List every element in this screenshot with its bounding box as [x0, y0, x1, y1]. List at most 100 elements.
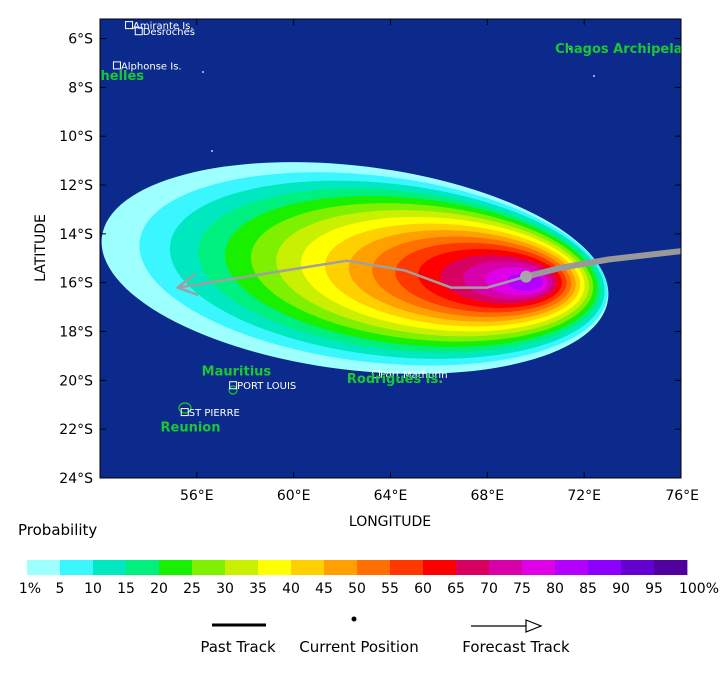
colorbar-swatch	[522, 560, 556, 575]
island-dot	[211, 150, 213, 152]
reunion-island-outline	[178, 402, 192, 414]
y-tick-label: 24°S	[59, 471, 93, 487]
island-marker	[371, 370, 380, 379]
colorbar-label: 90	[612, 581, 630, 597]
colorbar-swatch	[423, 560, 457, 575]
colorbar-label: 65	[447, 581, 465, 597]
island-marker	[180, 408, 189, 417]
colorbar-label: 30	[216, 581, 234, 597]
y-tick-label: 20°S	[59, 373, 93, 389]
colorbar-label: 85	[579, 581, 597, 597]
y-tick-label: 8°S	[68, 80, 93, 96]
current-position-label: Current Position	[299, 638, 419, 656]
region-label: Chagos Archipelago	[555, 42, 701, 57]
colorbar-swatch	[489, 560, 523, 575]
colorbar-label: 10	[84, 581, 102, 597]
colorbar-swatch	[291, 560, 325, 575]
colorbar-label: 5	[56, 581, 65, 597]
axis-ticks: 56°E 60°E 64°E 68°E 72°E 76°E 6°S 8°S 10°S 12°S 14…	[59, 19, 699, 504]
forecast-arrowhead	[176, 273, 199, 297]
island-label: Amirante Is.	[133, 21, 194, 32]
region-label: Reunion	[161, 421, 221, 436]
colorbar-swatch	[588, 560, 622, 575]
colorbar-label: 75	[513, 581, 531, 597]
colorbar-label: 15	[117, 581, 135, 597]
y-tick-label: 14°S	[59, 227, 93, 243]
island-label: Alphonse Is.	[121, 61, 182, 72]
colorbar-swatch	[27, 560, 61, 575]
y-tick-label: 10°S	[59, 129, 93, 145]
region-label: Seychelles	[66, 69, 144, 84]
island-marker	[125, 21, 134, 30]
probability-field	[101, 162, 609, 374]
colorbar-swatch	[93, 560, 127, 575]
mauritius-island-outline	[228, 385, 238, 395]
map-labels: Amirante Is.Desroches Alphonse Is. PORT LO…	[66, 21, 701, 436]
probability-colorbar: 1% 5 10 15 20 25 30 35 40 45 50 55 60 65 70 75 80 85 90 95 1…	[19, 560, 719, 597]
y-tick-label: 6°S	[68, 32, 93, 48]
island-markers	[160, 48, 595, 414]
colorbar-label: 100%	[679, 581, 719, 597]
island-label: Desroches	[143, 27, 195, 38]
legend-title: Probability	[18, 521, 97, 539]
colorbar-swatch	[324, 560, 358, 575]
island-label: Port Mathurin	[380, 370, 448, 381]
x-tick-label: 72°E	[567, 488, 601, 504]
colorbar-swatch	[390, 560, 424, 575]
current-position-marker	[520, 270, 533, 283]
colorbar-swatch	[126, 560, 160, 575]
current-position-swatch	[351, 616, 357, 622]
colorbar-label: 95	[645, 581, 663, 597]
colorbar-swatch	[357, 560, 391, 575]
y-tick-label: 18°S	[59, 325, 93, 341]
track-legend: Past Track Current Position Forecast Tra…	[200, 616, 570, 656]
colorbar-label: 40	[282, 581, 300, 597]
colorbar-swatch	[621, 560, 655, 575]
region-label: Rodrigues Is.	[347, 372, 443, 387]
x-tick-label: 60°E	[277, 488, 311, 504]
colorbar-swatch	[192, 560, 226, 575]
x-tick-label: 76°E	[665, 488, 699, 504]
x-tick-label: 68°E	[470, 488, 504, 504]
island-dot	[202, 71, 204, 73]
colorbar-label: 80	[546, 581, 564, 597]
colorbar-swatch	[225, 560, 259, 575]
island-dot	[569, 48, 571, 50]
colorbar-label: 50	[348, 581, 366, 597]
island-dot	[160, 282, 162, 284]
colorbar-swatch	[456, 560, 490, 575]
colorbar-swatch	[159, 560, 193, 575]
island-marker	[134, 27, 143, 36]
past-track-label: Past Track	[200, 638, 276, 656]
y-tick-label: 22°S	[59, 422, 93, 438]
colorbar-swatch	[654, 560, 688, 575]
y-tick-label: 16°S	[59, 276, 93, 292]
island-marker	[229, 381, 238, 390]
colorbar-swatch	[555, 560, 589, 575]
y-axis-label: LATITUDE	[33, 214, 49, 282]
colorbar-label: 35	[249, 581, 267, 597]
island-dot	[593, 75, 595, 77]
colorbar-label: 55	[381, 581, 399, 597]
colorbar-label: 20	[150, 581, 168, 597]
colorbar-label: 1%	[19, 581, 41, 597]
storm-tracks	[176, 248, 681, 297]
x-axis-label: LONGITUDE	[349, 514, 431, 530]
colorbar-label: 45	[315, 581, 333, 597]
colorbar-label: 25	[183, 581, 201, 597]
island-marker	[112, 61, 121, 70]
island-label: PORT LOUIS	[237, 381, 296, 392]
past-track-line	[525, 248, 681, 280]
x-tick-label: 56°E	[180, 488, 214, 504]
forecast-track-swatch-arrow	[525, 619, 543, 633]
y-tick-label: 12°S	[59, 178, 93, 194]
forecast-track-line	[177, 259, 527, 289]
colorbar-label: 70	[480, 581, 498, 597]
x-tick-label: 64°E	[374, 488, 408, 504]
region-label: Mauritius	[202, 364, 272, 379]
forecast-track-label: Forecast Track	[462, 638, 570, 656]
island-label: ST PIERRE	[189, 408, 240, 419]
colorbar-label: 60	[414, 581, 432, 597]
